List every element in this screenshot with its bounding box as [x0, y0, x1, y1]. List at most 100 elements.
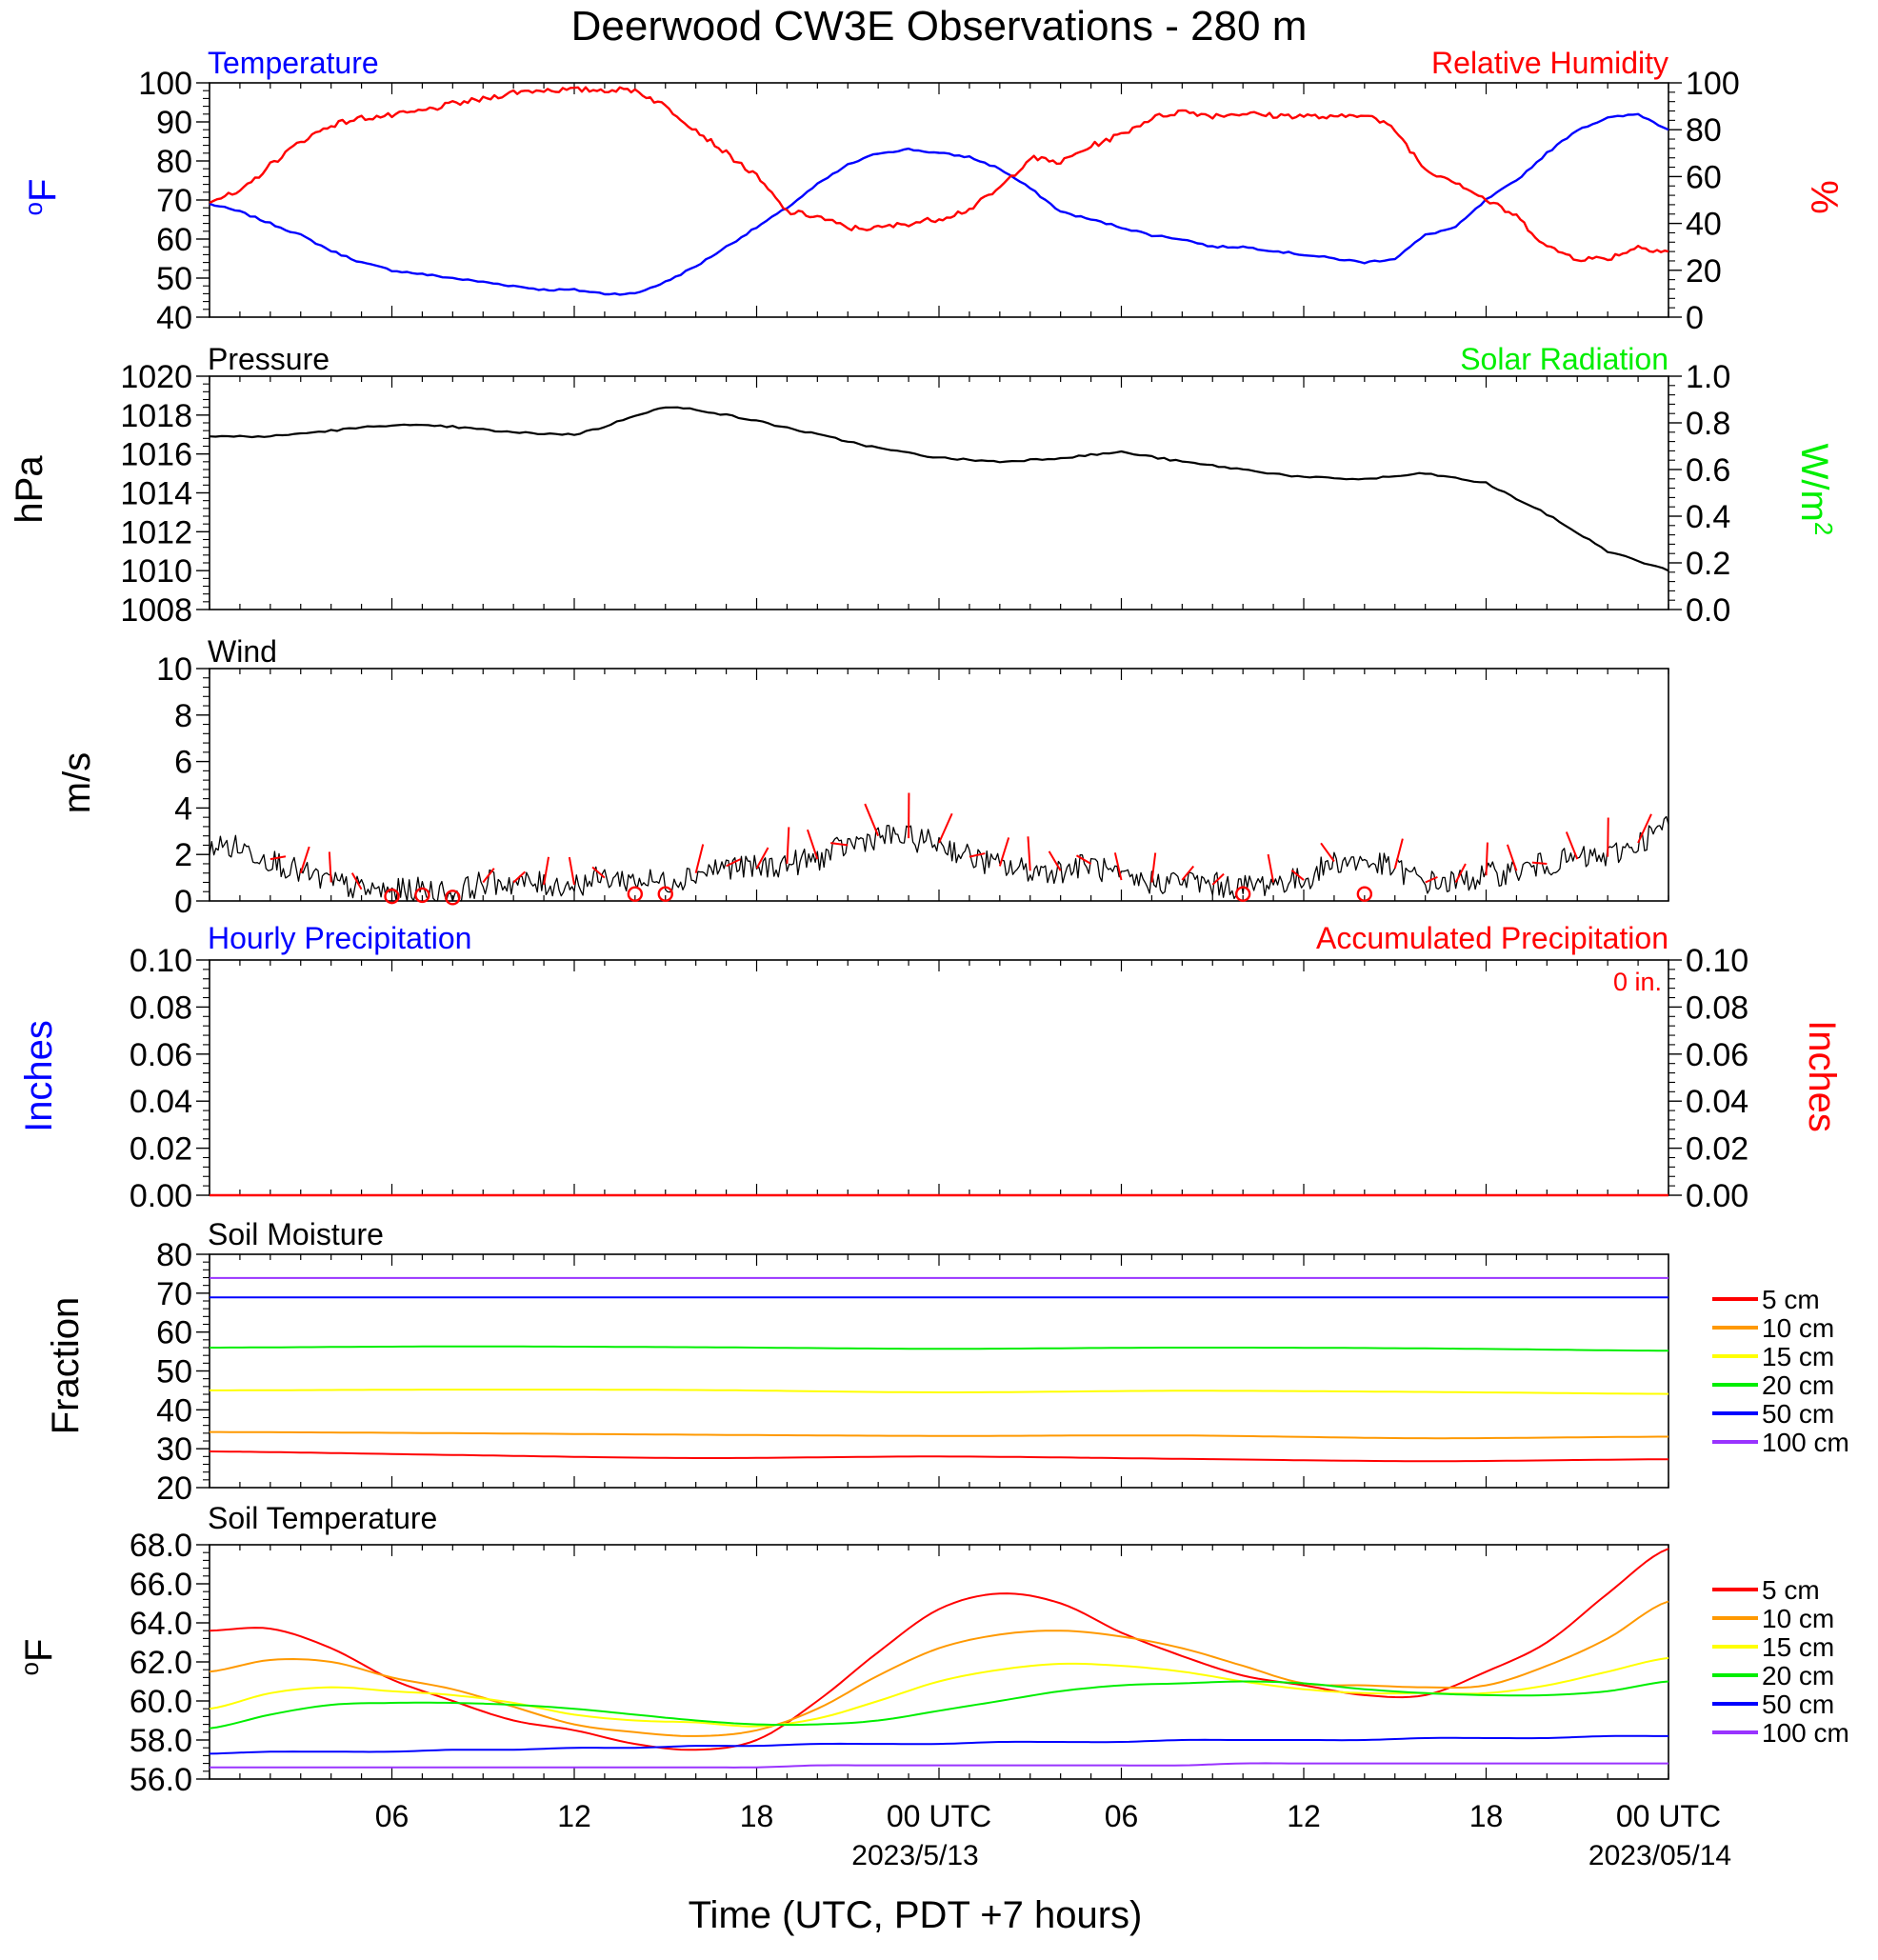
wind-axis-label: m/s [56, 752, 98, 813]
precip-y-tick-label: 0.02 [130, 1131, 192, 1168]
soil-temperature-y-tick-label: 60.0 [130, 1684, 192, 1720]
soil-temperature-y-tick-label: 56.0 [130, 1762, 192, 1798]
pressure-y-tick-label: 1014 [120, 476, 192, 512]
solar-y-tick-label: 0.6 [1686, 452, 1730, 489]
precip-y-tick-label: 0.08 [130, 990, 192, 1026]
soil-temperature-legend-label: 20 cm [1762, 1661, 1834, 1690]
soil-moisture-legend-label: 100 cm [1762, 1428, 1849, 1457]
soil-temperature-y-tick-label: 58.0 [130, 1723, 192, 1759]
temperature-y-tick-label: 40 [156, 300, 192, 336]
pressure-y-tick-label: 1010 [120, 553, 192, 590]
pressure-y-tick-label: 1012 [120, 514, 192, 550]
accum-precip-y-tick-label: 0.08 [1686, 990, 1748, 1026]
x-tick-label: 12 [1287, 1799, 1321, 1833]
solar-y-tick-label: 0.2 [1686, 546, 1730, 582]
humidity-axis-label: % [1803, 180, 1845, 214]
soil-temperature-legend-label: 50 cm [1762, 1690, 1834, 1719]
x-axis-label: Time (UTC, PDT +7 hours) [689, 1894, 1143, 1936]
humidity-y-tick-label: 40 [1686, 207, 1722, 243]
temperature-y-tick-label: 100 [138, 66, 192, 102]
humidity-y-tick-label: 20 [1686, 253, 1722, 290]
wind-y-tick-label: 8 [174, 698, 192, 734]
soil-moisture-y-tick-label: 50 [156, 1354, 192, 1390]
temperature-y-tick-label: 50 [156, 261, 192, 297]
temperature-y-tick-label: 60 [156, 222, 192, 258]
temperature-title: Temperature [208, 46, 379, 80]
humidity-y-tick-label: 80 [1686, 112, 1722, 149]
solar-axis-label: W/m2 [1793, 444, 1838, 536]
hourly-precip-title: Hourly Precipitation [208, 921, 471, 955]
accum-precip-y-tick-label: 0.06 [1686, 1037, 1748, 1073]
x-date-label-1: 2023/5/13 [851, 1840, 978, 1871]
pressure-y-tick-label: 1008 [120, 592, 192, 629]
humidity-y-tick-label: 60 [1686, 159, 1722, 195]
soil-temperature-y-tick-label: 66.0 [130, 1567, 192, 1603]
precip-y-tick-label: 0.00 [130, 1178, 192, 1214]
soil-moisture-title: Soil Moisture [208, 1217, 384, 1251]
soil-moisture-y-tick-label: 40 [156, 1392, 192, 1429]
x-tick-label: 12 [557, 1799, 591, 1833]
soil-temperature-y-tick-label: 68.0 [130, 1528, 192, 1564]
soil-moisture-legend-label: 5 cm [1762, 1285, 1820, 1314]
soil-temperature-legend-label: 100 cm [1762, 1718, 1849, 1748]
precip-y-tick-label: 0.10 [130, 943, 192, 979]
soil-moisture-legend-label: 10 cm [1762, 1313, 1834, 1343]
solar-title: Solar Radiation [1460, 342, 1668, 376]
x-tick-label: 00 UTC [887, 1799, 991, 1833]
soil-moisture-y-tick-label: 70 [156, 1276, 192, 1312]
solar-y-tick-label: 0.0 [1686, 592, 1730, 629]
temperature-y-tick-label: 70 [156, 183, 192, 219]
soil-moisture-y-tick-label: 80 [156, 1237, 192, 1273]
humidity-y-tick-label: 100 [1686, 66, 1740, 102]
precip-y-tick-label: 0.04 [130, 1084, 192, 1120]
soil-moisture-legend-label: 15 cm [1762, 1342, 1834, 1371]
pressure-y-tick-label: 1020 [120, 359, 192, 395]
temperature-y-tick-label: 80 [156, 144, 192, 180]
wind-title: Wind [208, 634, 277, 669]
soil-moisture-y-tick-label: 30 [156, 1431, 192, 1468]
accum-precip-title: Accumulated Precipitation [1316, 921, 1668, 955]
wind-y-tick-label: 10 [156, 651, 192, 688]
accum-precip-y-tick-label: 0.00 [1686, 1178, 1748, 1214]
soil-moisture-legend-label: 20 cm [1762, 1370, 1834, 1400]
wind-y-tick-label: 4 [174, 790, 192, 827]
humidity-y-tick-label: 0 [1686, 300, 1704, 336]
accum-precip-y-tick-label: 0.10 [1686, 943, 1748, 979]
x-tick-label: 06 [1105, 1799, 1139, 1833]
soil-moisture-axis-label: Fraction [45, 1297, 87, 1435]
wind-barb [1532, 863, 1548, 864]
soil-temperature-legend-label: 5 cm [1762, 1575, 1820, 1605]
soil-temperature-y-tick-label: 62.0 [130, 1645, 192, 1681]
soil-moisture-y-tick-label: 60 [156, 1315, 192, 1351]
wind-y-tick-label: 0 [174, 884, 192, 920]
wind-y-tick-label: 6 [174, 745, 192, 781]
soil-temperature-legend-label: 10 cm [1762, 1604, 1834, 1633]
x-tick-label: 18 [740, 1799, 774, 1833]
humidity-title: Relative Humidity [1431, 46, 1668, 80]
precip-y-tick-label: 0.06 [130, 1037, 192, 1073]
temperature-y-tick-label: 90 [156, 105, 192, 141]
x-tick-label: 00 UTC [1616, 1799, 1721, 1833]
soil-temperature-y-tick-label: 64.0 [130, 1606, 192, 1642]
x-tick-label: 18 [1469, 1799, 1504, 1833]
wind-y-tick-label: 2 [174, 837, 192, 873]
chart-title: Deerwood CW3E Observations - 280 m [571, 3, 1308, 50]
soil-moisture-legend-label: 50 cm [1762, 1399, 1834, 1429]
accum-precip-y-tick-label: 0.04 [1686, 1084, 1748, 1120]
pressure-title: Pressure [208, 342, 330, 376]
x-tick-label: 06 [375, 1799, 410, 1833]
accum-precip-y-tick-label: 0.02 [1686, 1131, 1748, 1168]
accum-precip-total: 0 in. [1613, 968, 1662, 996]
hourly-precip-axis-label: Inches [18, 1020, 60, 1132]
solar-y-tick-label: 0.8 [1686, 406, 1730, 442]
soil-temperature-title: Soil Temperature [208, 1501, 437, 1535]
solar-y-tick-label: 1.0 [1686, 359, 1730, 395]
pressure-axis-label: hPa [9, 455, 50, 524]
x-date-label-2: 2023/05/14 [1588, 1840, 1731, 1871]
pressure-y-tick-label: 1016 [120, 437, 192, 473]
solar-y-tick-label: 0.4 [1686, 499, 1730, 535]
pressure-y-tick-label: 1018 [120, 398, 192, 434]
